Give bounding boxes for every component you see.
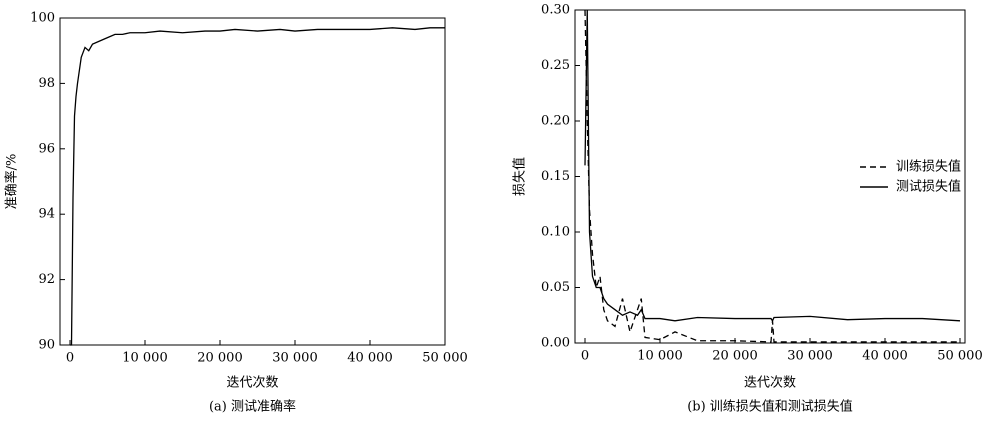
x-tick-label: 30 000 <box>272 351 318 366</box>
legend-label: 测试损失值 <box>896 179 961 195</box>
series-line <box>584 9 961 323</box>
x-tick-label: 10 000 <box>122 351 168 366</box>
y-tick-label: 92 <box>38 272 55 287</box>
x-tick-label: 20 000 <box>197 351 243 366</box>
x-tick-label: 0 <box>66 351 74 366</box>
x-tick-label: 50 000 <box>422 351 468 366</box>
y-axis-label: 损失值 <box>512 157 528 196</box>
plot-frame <box>574 9 966 344</box>
x-tick-label: 20 000 <box>712 349 758 364</box>
x-tick-label: 0 <box>581 349 589 364</box>
x-tick-label: 50 000 <box>937 349 983 364</box>
plot-frame <box>59 17 446 346</box>
y-tick-label: 98 <box>38 76 55 91</box>
y-tick-label: 100 <box>30 11 55 26</box>
x-axis-label: 迭代次数 <box>226 375 278 391</box>
y-tick-label: 0.10 <box>541 225 570 240</box>
x-tick-label: 10 000 <box>637 349 683 364</box>
y-tick-label: 0.00 <box>541 336 570 351</box>
x-tick-label: 30 000 <box>787 349 833 364</box>
y-tick-label: 0.15 <box>541 169 570 184</box>
y-tick-label: 90 <box>38 338 55 353</box>
series-line <box>70 27 445 346</box>
legend-label: 训练损失值 <box>896 159 961 175</box>
y-tick-label: 0.25 <box>541 58 570 73</box>
x-tick-label: 40 000 <box>862 349 908 364</box>
series-line <box>584 9 960 343</box>
y-tick-label: 0.30 <box>541 3 570 18</box>
y-tick-label: 0.05 <box>541 280 570 295</box>
y-tick-label: 94 <box>38 207 55 222</box>
caption: (a) 测试准确率 <box>209 399 296 415</box>
y-tick-label: 96 <box>38 141 55 156</box>
y-tick-label: 0.20 <box>541 114 570 129</box>
y-axis-label: 准确率/% <box>4 154 20 210</box>
caption: (b) 训练损失值和测试损失值 <box>687 399 853 415</box>
x-tick-label: 40 000 <box>347 351 393 366</box>
x-axis-label: 迭代次数 <box>744 375 796 391</box>
